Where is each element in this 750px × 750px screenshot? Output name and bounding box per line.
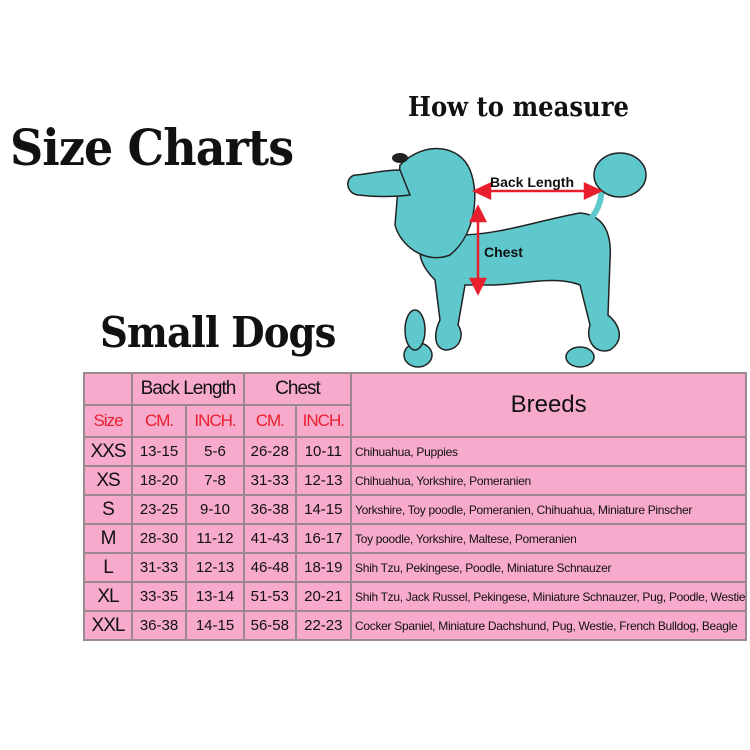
table-row: S 23-25 9-10 36-38 14-15 Yorkshire, Toy poodl… xyxy=(83,494,748,525)
chest-cm-cell: 36-38 xyxy=(243,494,297,525)
chest-inch-header: INCH. xyxy=(294,404,353,438)
empty-header-cell xyxy=(83,372,133,406)
table-row: XL 33-35 13-14 51-53 20-21 Shih Tzu, Jack Rus… xyxy=(83,581,748,612)
table-row: XS 18-20 7-8 31-33 12-13 Chihuahua, Yorkshire… xyxy=(83,465,748,496)
chest-cm-cell: 41-43 xyxy=(243,523,297,554)
back-cm-cell: 31-33 xyxy=(130,552,188,583)
back-inch-cell: 12-13 xyxy=(185,552,245,583)
back-cm-cell: 36-38 xyxy=(130,610,188,641)
table-row: XXS 13-15 5-6 26-28 10-11 Chihuahua, Puppies xyxy=(83,436,748,467)
breeds-cell: Shih Tzu, Pekingese, Poodle, Miniature S… xyxy=(349,552,748,583)
chest-cm-header: CM. xyxy=(243,404,297,438)
chest-label: Chest xyxy=(484,244,523,260)
back-inch-cell: 9-10 xyxy=(185,494,245,525)
back-inch-cell: 14-15 xyxy=(185,610,245,641)
chest-inch-cell: 14-15 xyxy=(294,494,353,525)
back-cm-cell: 28-30 xyxy=(130,523,188,554)
section-title: Small Dogs xyxy=(100,308,336,357)
size-cell: XXL xyxy=(83,610,133,641)
breeds-cell: Chihuahua, Yorkshire, Pomeranien xyxy=(349,465,748,496)
table-row: M 28-30 11-12 41-43 16-17 Toy poodle, Yorkshi… xyxy=(83,523,748,554)
breeds-cell: Shih Tzu, Jack Russel, Pekingese, Miniat… xyxy=(349,581,748,612)
poodle-diagram: Back Length Chest xyxy=(347,148,647,368)
chest-cm-cell: 51-53 xyxy=(243,581,297,612)
back-cm-cell: 33-35 xyxy=(130,581,188,612)
eye-icon xyxy=(392,153,408,163)
chest-cm-cell: 26-28 xyxy=(243,436,297,467)
size-cell: XL xyxy=(83,581,133,612)
back-cm-header: CM. xyxy=(130,404,188,438)
chest-inch-cell: 10-11 xyxy=(294,436,353,467)
back-cm-cell: 13-15 xyxy=(130,436,188,467)
back-length-label: Back Length xyxy=(490,174,574,190)
size-header: Size xyxy=(83,404,133,438)
size-cell: L xyxy=(83,552,133,583)
chest-arrow xyxy=(468,204,488,296)
chest-inch-cell: 12-13 xyxy=(294,465,353,496)
chest-inch-cell: 18-19 xyxy=(294,552,353,583)
chest-inch-cell: 16-17 xyxy=(294,523,353,554)
back-length-arrow xyxy=(472,182,603,200)
back-inch-cell: 5-6 xyxy=(185,436,245,467)
measure-title: How to measure xyxy=(408,92,629,123)
size-cell: XXS xyxy=(83,436,133,467)
chest-cm-cell: 46-48 xyxy=(243,552,297,583)
chest-inch-cell: 22-23 xyxy=(294,610,353,641)
size-cell: M xyxy=(83,523,133,554)
chest-header: Chest xyxy=(243,372,352,406)
size-cell: XS xyxy=(83,465,133,496)
chest-cm-cell: 56-58 xyxy=(243,610,297,641)
back-inch-cell: 7-8 xyxy=(185,465,245,496)
back-inch-header: INCH. xyxy=(185,404,245,438)
breeds-header: Breeds xyxy=(349,372,748,438)
poodle-illustration xyxy=(347,148,647,368)
chest-cm-cell: 31-33 xyxy=(243,465,297,496)
back-length-header: Back Length xyxy=(131,372,245,406)
size-chart-table: Back Length Chest Breeds Size CM. INCH. … xyxy=(83,372,748,641)
breeds-cell: Toy poodle, Yorkshire, Maltese, Pomerani… xyxy=(349,523,748,554)
table-row: XXL 36-38 14-15 56-58 22-23 Cocker Spaniel, M… xyxy=(83,610,748,641)
breeds-cell: Cocker Spaniel, Miniature Dachshund, Pug… xyxy=(349,610,748,641)
back-inch-cell: 11-12 xyxy=(185,523,245,554)
page-title: Size Charts xyxy=(10,118,294,177)
size-cell: S xyxy=(83,494,133,525)
back-inch-cell: 13-14 xyxy=(185,581,245,612)
back-cm-cell: 23-25 xyxy=(130,494,188,525)
breeds-cell: Chihuahua, Puppies xyxy=(349,436,748,467)
table-row: L 31-33 12-13 46-48 18-19 Shih Tzu, Pekingese… xyxy=(83,552,748,583)
chest-inch-cell: 20-21 xyxy=(294,581,353,612)
back-cm-cell: 18-20 xyxy=(130,465,188,496)
breeds-cell: Yorkshire, Toy poodle, Pomeranien, Chihu… xyxy=(349,494,748,525)
